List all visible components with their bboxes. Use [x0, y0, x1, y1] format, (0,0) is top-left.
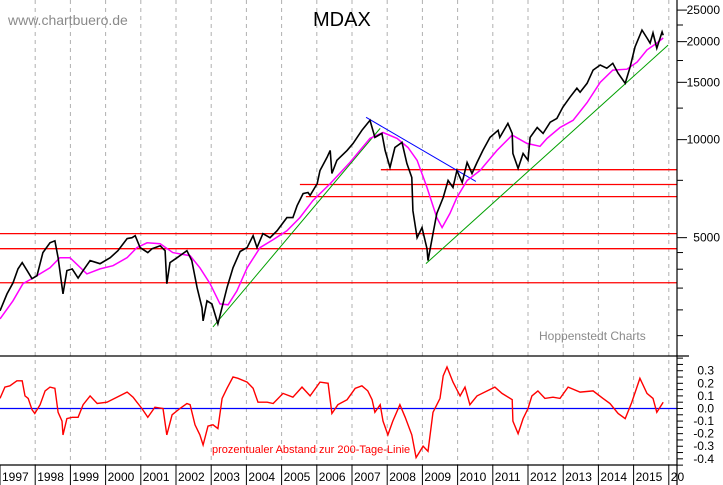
oscillator-tick-label: -0.3: [693, 439, 714, 453]
ma200-line: [0, 37, 664, 320]
source-text: Hoppenstedt Charts: [539, 329, 646, 343]
x-tick-label: 2006: [319, 470, 346, 484]
y-tick-label: 25000: [687, 3, 721, 17]
y-tick-label: 5000: [693, 231, 720, 245]
x-tick-label: 2014: [600, 470, 627, 484]
x-tick-label: 2008: [389, 470, 416, 484]
x-tick-label: 2011: [495, 470, 521, 484]
x-tick-label: 2009: [424, 470, 451, 484]
y-axis-ticks: 5000 10000 15000 20000 25000 0.30.20.10.0-0.1…: [677, 3, 720, 466]
oscillator-tick-label: 0.3: [697, 364, 714, 378]
uptrend-line: [425, 44, 669, 265]
x-tick-label: 2000: [108, 470, 135, 484]
oscillator-tick-label: 0.2: [697, 376, 714, 390]
x-tick-label: 20: [671, 470, 685, 484]
oscillator-label: prozentualer Abstand zur 200-Tage-Linie: [212, 444, 411, 456]
x-tick-label: 1999: [72, 470, 99, 484]
oscillator-tick-label: -0.4: [693, 452, 714, 466]
oscillator-line: [0, 365, 664, 460]
x-tick-label: 1997: [2, 470, 29, 484]
watermark-text: www.chartbuero.de: [8, 12, 128, 28]
oscillator-tick-label: 0.1: [697, 389, 714, 403]
x-tick-label: 2005: [284, 470, 311, 484]
x-tick-label: 2004: [248, 470, 275, 484]
x-tick-label: 1998: [37, 470, 64, 484]
y-tick-label: 10000: [687, 133, 721, 147]
year-grid: [34, 0, 670, 465]
y-tick-label: 20000: [687, 35, 721, 49]
support-lines: [0, 169, 677, 284]
x-tick-label: 2002: [178, 470, 205, 484]
x-tick-label: 2010: [460, 470, 487, 484]
price-line: [0, 28, 664, 327]
axes: [0, 0, 689, 485]
y-tick-label: 15000: [687, 75, 721, 89]
oscillator-tick-label: -0.1: [693, 414, 714, 428]
x-tick-label: 2015: [636, 470, 663, 484]
uptrend-line: [212, 128, 381, 328]
x-tick-label: 2003: [213, 470, 240, 484]
x-axis-ticks: 1997 1998 1999 2000 2001 2002 2003 2004 2005 2006…: [0, 465, 684, 485]
oscillator-tick-label: 0.0: [697, 401, 714, 415]
chart-title: MDAX: [313, 9, 371, 31]
x-tick-label: 2012: [530, 470, 557, 484]
x-tick-label: 2001: [143, 470, 170, 484]
x-tick-label: 2013: [565, 470, 592, 484]
oscillator-tick-label: -0.2: [693, 427, 714, 441]
x-tick-label: 2007: [354, 470, 381, 484]
